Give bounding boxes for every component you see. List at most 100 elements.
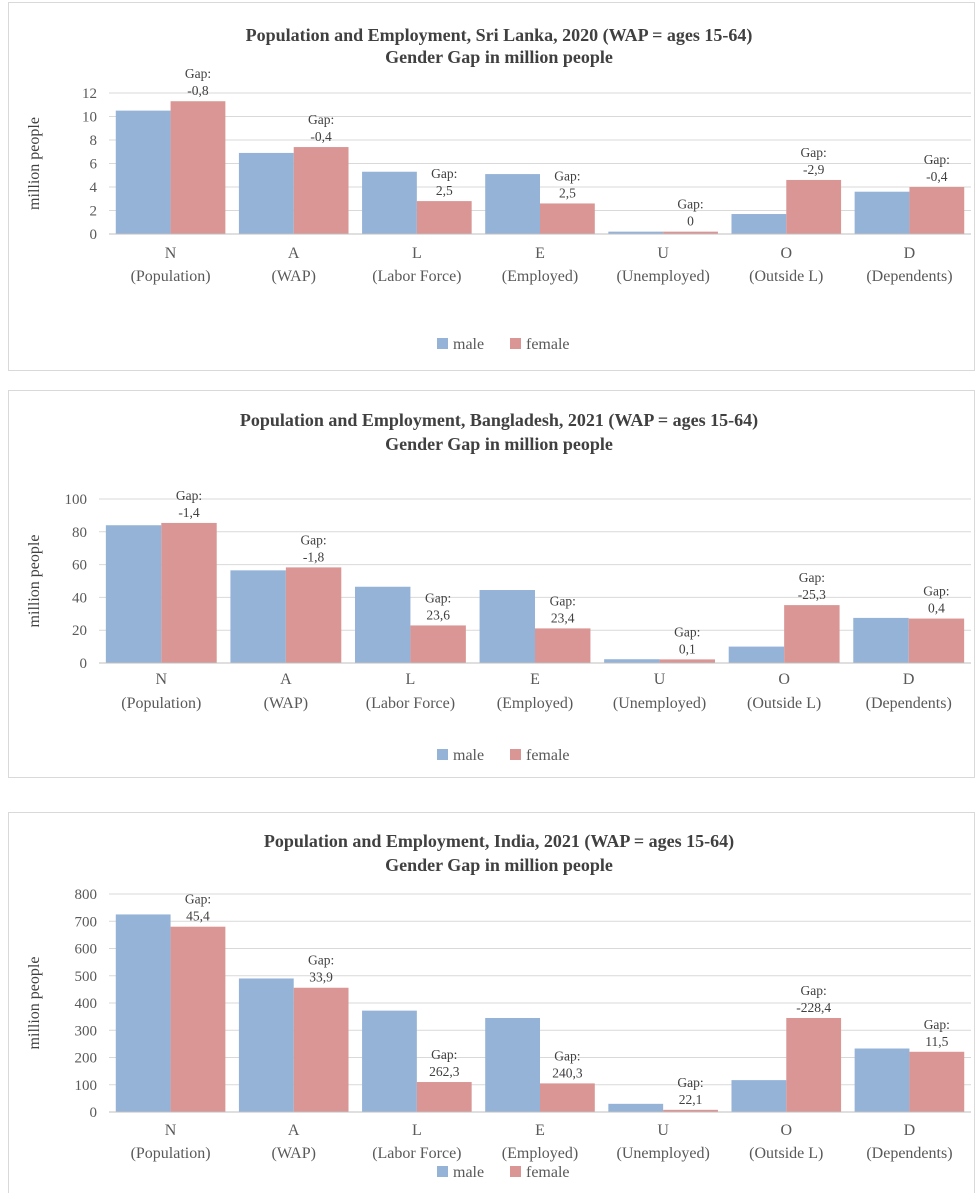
bar-female-5 <box>784 605 840 663</box>
x-tick-label: U <box>657 1122 669 1139</box>
gap-label-value: -0,4 <box>926 169 948 184</box>
x-tick-label: (Dependents) <box>866 268 952 285</box>
bar-female-4 <box>659 659 716 663</box>
y-tick-label: 0 <box>90 1105 98 1121</box>
bar-female-0 <box>161 522 217 663</box>
bar-female-3 <box>540 1083 595 1112</box>
bar-male-0 <box>115 914 171 1112</box>
x-tick-label: (Employed) <box>497 695 573 712</box>
gap-label-value: -25,3 <box>798 587 826 602</box>
y-tick-label: 0 <box>80 656 88 672</box>
gap-label-value: 240,3 <box>552 1065 583 1080</box>
chart-bangladesh: Population and Employment, Bangladesh, 2… <box>26 410 971 764</box>
y-tick-label: 500 <box>75 969 98 985</box>
gap-label-value: 11,5 <box>925 1034 948 1049</box>
x-tick-label: U <box>654 671 666 688</box>
bar-female-3 <box>535 628 591 663</box>
y-tick-label: 20 <box>72 623 87 639</box>
bar-male-1 <box>238 152 294 234</box>
x-tick-label: (Dependents) <box>866 695 952 712</box>
x-tick-label: N <box>156 671 168 688</box>
y-tick-label: 10 <box>82 110 97 126</box>
bar-male-2 <box>362 1010 417 1112</box>
legend-label-male: male <box>453 1164 484 1181</box>
bar-male-0 <box>115 110 171 234</box>
gap-label-prefix: Gap: <box>677 1075 703 1090</box>
bar-male-2 <box>354 586 411 663</box>
bar-female-0 <box>170 926 226 1112</box>
bar-male-5 <box>728 646 785 663</box>
gap-label-prefix: Gap: <box>924 152 950 167</box>
gap-label-value: 45,4 <box>186 909 210 924</box>
gap-label-prefix: Gap: <box>176 488 202 503</box>
legend-swatch-male <box>437 338 448 349</box>
x-tick-label: O <box>781 1122 793 1139</box>
chart-panel-sri-lanka: Population and Employment, Sri Lanka, 20… <box>8 2 975 371</box>
gap-label-prefix: Gap: <box>431 166 457 181</box>
bar-female-5 <box>786 179 842 234</box>
y-axis-label: million people <box>26 117 43 210</box>
bar-male-4 <box>608 231 664 234</box>
bar-male-3 <box>485 1017 540 1112</box>
bar-female-6 <box>908 618 965 663</box>
chart-title: Population and Employment, Sri Lanka, 20… <box>246 25 753 46</box>
bar-female-5 <box>786 1017 842 1112</box>
x-tick-label: (Employed) <box>502 268 578 285</box>
legend-swatch-female <box>510 749 521 760</box>
gap-label-value: 2,5 <box>559 185 576 200</box>
bar-female-3 <box>540 203 595 234</box>
x-tick-label: O <box>778 671 790 688</box>
gap-label-prefix: Gap: <box>924 1017 950 1032</box>
gap-label-value: -2,9 <box>803 162 825 177</box>
x-tick-label: L <box>412 245 422 262</box>
bar-male-3 <box>479 590 535 663</box>
legend-label-female: female <box>526 747 570 764</box>
x-tick-label: A <box>280 671 292 688</box>
y-tick-label: 300 <box>75 1023 98 1039</box>
x-tick-label: A <box>288 245 300 262</box>
bar-female-4 <box>663 1109 718 1112</box>
bar-female-6 <box>909 1051 965 1112</box>
bar-female-2 <box>416 1082 472 1112</box>
x-tick-label: (WAP) <box>264 695 308 712</box>
chart-panel-india: Population and Employment, India, 2021 (… <box>8 812 975 1193</box>
x-tick-label: (Unemployed) <box>616 268 709 285</box>
bar-female-1 <box>293 147 349 234</box>
chart-sri-lanka: Population and Employment, Sri Lanka, 20… <box>26 25 971 353</box>
y-tick-label: 40 <box>72 590 87 606</box>
gap-label-prefix: Gap: <box>308 953 334 968</box>
x-tick-label: O <box>781 245 793 262</box>
bar-female-4 <box>663 231 718 234</box>
x-tick-label: A <box>288 1122 300 1139</box>
x-tick-label: D <box>904 245 916 262</box>
bar-female-0 <box>170 101 226 234</box>
chart-title: Population and Employment, Bangladesh, 2… <box>240 410 758 431</box>
x-tick-label: (Outside L) <box>749 268 823 285</box>
x-tick-label: (Labor Force) <box>372 268 461 285</box>
chart-india: Population and Employment, India, 2021 (… <box>26 831 971 1181</box>
legend-label-male: male <box>453 336 484 353</box>
x-tick-label: N <box>165 245 177 262</box>
x-tick-label: (Unemployed) <box>616 1145 709 1162</box>
bar-male-5 <box>731 1080 787 1112</box>
gap-label-prefix: Gap: <box>300 532 326 547</box>
bar-male-3 <box>485 174 540 234</box>
gap-label-prefix: Gap: <box>677 197 703 212</box>
legend-swatch-male <box>437 1166 448 1177</box>
chart-title: Population and Employment, India, 2021 (… <box>264 831 734 852</box>
legend-swatch-male <box>437 749 448 760</box>
x-tick-label: (Outside L) <box>749 1145 823 1162</box>
gap-label-value: 22,1 <box>679 1092 703 1107</box>
bar-male-0 <box>105 525 162 663</box>
x-tick-label: (Population) <box>121 695 201 712</box>
bar-female-1 <box>293 987 349 1112</box>
gap-label-value: -1,8 <box>303 549 325 564</box>
x-tick-label: (Dependents) <box>866 1145 952 1162</box>
legend-label-female: female <box>526 336 570 353</box>
y-tick-label: 4 <box>90 180 98 196</box>
bar-male-6 <box>854 191 910 234</box>
bar-female-6 <box>909 187 965 234</box>
y-tick-label: 700 <box>75 914 98 930</box>
bar-female-2 <box>416 201 472 234</box>
y-tick-label: 100 <box>75 1078 98 1094</box>
